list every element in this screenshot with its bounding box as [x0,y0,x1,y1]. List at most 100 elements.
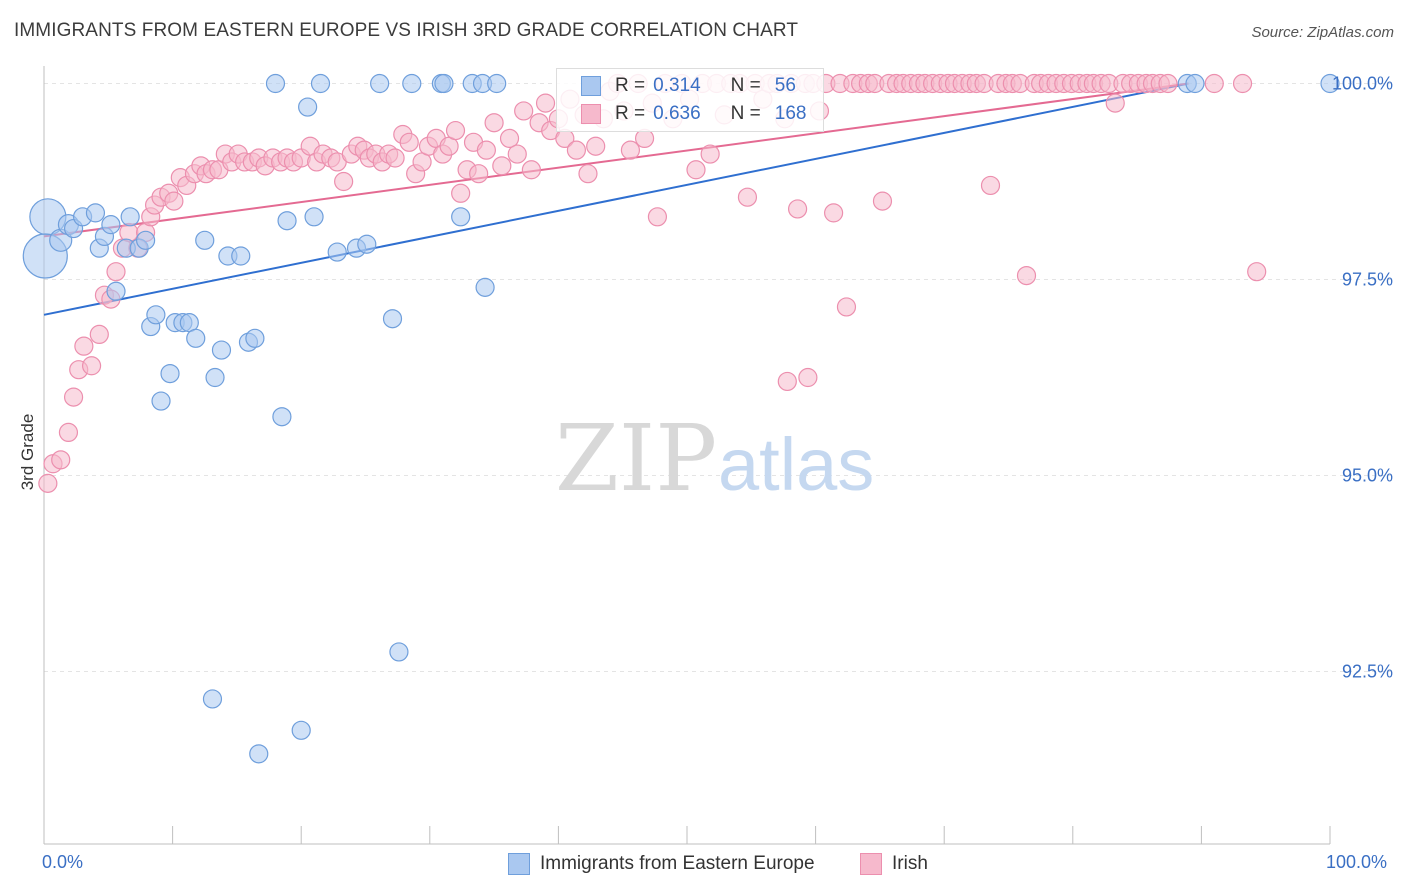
legend-swatch-pink [581,104,601,124]
eastern-europe-point [151,391,171,411]
irish-point [484,113,504,133]
irish-point [521,160,541,180]
eastern-europe-point [327,242,347,262]
stats-legend: R = 0.314 N = 56 R = 0.636 N = 168 [556,68,824,132]
eastern-europe-points [22,73,1340,764]
irish-point [164,191,184,211]
eastern-europe-point [120,207,140,227]
legend-swatch-blue [581,76,601,96]
irish-point [737,187,758,207]
trend-lines [43,82,1189,316]
irish-point [566,140,587,160]
y-axis-label: 3rd Grade [18,413,37,491]
legend-label: Irish [892,853,928,874]
irish-point [499,128,520,148]
irish-point [81,356,102,376]
eastern-europe-point [1320,73,1340,94]
irish-point [647,207,668,227]
source-note: Source: ZipAtlas.com [1251,24,1394,41]
watermark: ZIP atlas [555,405,874,512]
r-value: 0.314 [653,75,701,96]
irish-point [58,422,79,442]
irish-point [620,140,641,160]
irish-point [777,371,797,392]
eastern-europe-point [291,720,311,740]
legend-label: Immigrants from Eastern Europe [540,853,815,874]
irish-point [476,140,496,160]
eastern-europe-point [245,328,265,348]
watermark-zip: ZIP [555,405,717,512]
irish-point [451,183,471,203]
r-label: R = [615,103,646,124]
irish-point [385,148,405,168]
irish-point [1204,73,1224,94]
stats-row-eastern-europe: R = 0.314 N = 56 [581,73,796,99]
eastern-europe-point [304,207,324,227]
stats-row-irish: R = 0.636 N = 168 [581,101,806,127]
irish-point [798,367,818,388]
irish-point [51,450,71,470]
watermark-atlas: atlas [718,423,874,506]
eastern-europe-point [1185,73,1205,94]
eastern-europe-point [265,73,286,94]
x-min-label: 0.0% [42,852,84,872]
irish-point [578,164,598,184]
n-label: N = [730,75,761,96]
axes [43,66,1331,845]
irish-point [700,144,720,164]
series-legend: Immigrants from Eastern Europe Irish [0,850,1406,880]
gridlines [44,83,1395,673]
trend-line-eastern-europe [43,82,1189,316]
irish-point [38,473,58,493]
eastern-europe-point [434,73,454,94]
irish-point [824,203,844,223]
irish-point [634,128,655,148]
eastern-europe-point [211,340,232,360]
eastern-europe-point [310,73,331,94]
chart-title: IMMIGRANTS FROM EASTERN EUROPE VS IRISH … [14,20,799,41]
irish-point [872,191,893,211]
irish-point [399,132,419,152]
eastern-europe-point [85,203,106,223]
eastern-europe-point [277,211,297,231]
legend-swatch-pink [860,853,882,875]
eastern-europe-point [195,230,215,250]
legend-swatch-blue [508,853,530,875]
eastern-europe-point [231,246,251,266]
irish-point [334,171,354,192]
eastern-europe-point [135,230,156,250]
irish-point [1158,73,1178,94]
trend-line-irish [43,82,1189,238]
eastern-europe-point [487,73,507,94]
eastern-europe-point [357,234,377,254]
irish-point [535,93,556,113]
irish-point [514,101,534,121]
eastern-europe-point [249,744,269,764]
irish-point [106,262,126,282]
eastern-europe-point [402,73,422,94]
irish-point [586,136,606,156]
irish-point [445,120,466,141]
eastern-europe-point [451,207,471,227]
eastern-europe-point [101,215,121,235]
eastern-europe-point [146,305,166,325]
y-tick-label: 100.0% [1332,74,1393,94]
eastern-europe-point [160,364,180,384]
y-tick-label: 95.0% [1342,466,1393,486]
y-tick-label: 92.5% [1342,662,1393,682]
legend-item-eastern-europe[interactable]: Immigrants from Eastern Europe [508,853,815,875]
irish-point [469,164,489,184]
eastern-europe-point [106,281,126,301]
eastern-europe-point [370,73,390,94]
eastern-europe-point [382,309,403,329]
irish-point [1105,93,1125,113]
irish-point [1247,262,1267,282]
irish-point [507,144,527,164]
irish-point [686,160,706,180]
eastern-europe-point [475,277,495,297]
tick-labels: 92.5% 95.0% 97.5% 100.0% [1332,74,1393,682]
eastern-europe-point [272,407,292,427]
irish-point [89,324,109,344]
legend-item-irish[interactable]: Irish [860,853,928,875]
